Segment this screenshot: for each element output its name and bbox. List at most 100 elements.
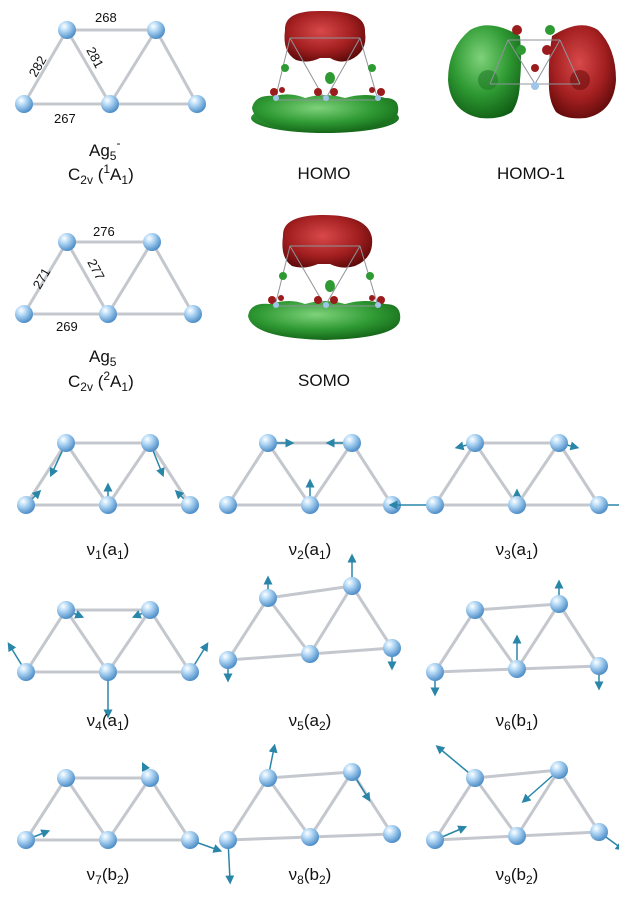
atom bbox=[426, 663, 444, 681]
atom bbox=[219, 831, 237, 849]
bond bbox=[515, 830, 601, 838]
bond bbox=[515, 441, 561, 507]
bond bbox=[350, 441, 394, 507]
bond bbox=[24, 608, 68, 674]
bond bbox=[24, 441, 68, 507]
bond bbox=[308, 832, 394, 839]
mode-label: ν3(a1) bbox=[496, 540, 539, 562]
bond-length-bottom: 267 bbox=[54, 111, 76, 126]
mode-label: ν5(a2) bbox=[289, 711, 332, 733]
mode-panel: ν6(b1) bbox=[426, 579, 608, 733]
atom bbox=[301, 645, 319, 663]
atom bbox=[99, 305, 117, 323]
bond bbox=[226, 776, 270, 842]
bond bbox=[266, 770, 354, 780]
bond bbox=[226, 835, 312, 842]
atom bbox=[17, 831, 35, 849]
atom bbox=[343, 763, 361, 781]
bond bbox=[350, 584, 394, 650]
bond bbox=[266, 776, 312, 839]
mode-label: ν2(a1) bbox=[289, 540, 332, 562]
orbital-somo: SOMO bbox=[248, 214, 401, 390]
orbital-homo-1: HOMO-1 bbox=[448, 25, 616, 183]
bond bbox=[473, 441, 519, 507]
mode-label: ν1(a1) bbox=[87, 540, 130, 562]
atom bbox=[508, 496, 526, 514]
atom bbox=[99, 831, 117, 849]
bond bbox=[515, 664, 601, 671]
bond bbox=[106, 441, 152, 507]
atom bbox=[590, 657, 608, 675]
mode-panel: ν1(a1) bbox=[17, 434, 199, 562]
atom bbox=[181, 663, 199, 681]
atom bbox=[99, 496, 117, 514]
atom bbox=[508, 660, 526, 678]
atom bbox=[301, 496, 319, 514]
mode-panel: ν4(a1) bbox=[7, 601, 209, 733]
atom bbox=[99, 663, 117, 681]
atom bbox=[101, 95, 119, 113]
atom bbox=[259, 434, 277, 452]
bond bbox=[148, 776, 192, 842]
atom bbox=[141, 434, 159, 452]
atom bbox=[466, 601, 484, 619]
bond bbox=[433, 608, 477, 674]
atom bbox=[57, 601, 75, 619]
atom bbox=[590, 823, 608, 841]
bond bbox=[266, 596, 312, 656]
atom bbox=[15, 95, 33, 113]
bond bbox=[308, 441, 354, 507]
mode-panel: ν5(a2) bbox=[219, 553, 401, 733]
orbital-label-somo: SOMO bbox=[298, 371, 350, 390]
bond bbox=[433, 776, 477, 842]
bond bbox=[473, 776, 519, 838]
atom bbox=[259, 769, 277, 787]
atom bbox=[141, 601, 159, 619]
bond bbox=[64, 776, 110, 842]
mode-label: ν8(b2) bbox=[289, 865, 332, 887]
formula: Ag5 bbox=[89, 347, 117, 369]
atom bbox=[590, 496, 608, 514]
atom bbox=[15, 305, 33, 323]
mode-label: ν6(b1) bbox=[496, 711, 539, 733]
mode-label: ν9(b2) bbox=[496, 865, 539, 887]
bond bbox=[308, 584, 354, 656]
atom bbox=[508, 827, 526, 845]
bond bbox=[557, 441, 601, 507]
atom bbox=[147, 21, 165, 39]
bond bbox=[308, 646, 394, 656]
bond bbox=[266, 441, 312, 507]
atom bbox=[383, 639, 401, 657]
vibrational-modes: ν1(a1) ν2(a1) ν3(a1) ν4(a1) ν5(a2) ν6(b1) ν7(b… bbox=[7, 434, 619, 887]
mode-panel: ν9(b2) bbox=[426, 745, 619, 887]
bond bbox=[308, 770, 354, 839]
atom bbox=[426, 496, 444, 514]
atom bbox=[259, 589, 277, 607]
bond bbox=[473, 602, 561, 612]
mode-panel: ν2(a1) bbox=[219, 434, 401, 562]
atom bbox=[219, 651, 237, 669]
mode-panel: ν3(a1) bbox=[388, 434, 619, 562]
atom bbox=[550, 434, 568, 452]
orbital-homo: HOMO bbox=[251, 10, 399, 183]
mode-panel: ν7(b2) bbox=[17, 761, 223, 887]
atom bbox=[426, 831, 444, 849]
atom bbox=[301, 828, 319, 846]
bond bbox=[148, 441, 192, 507]
atom bbox=[17, 663, 35, 681]
bond bbox=[557, 768, 601, 834]
bond bbox=[473, 768, 561, 780]
atom bbox=[550, 595, 568, 613]
atom bbox=[17, 496, 35, 514]
bond bbox=[106, 776, 152, 842]
atom bbox=[219, 496, 237, 514]
bond bbox=[557, 602, 601, 668]
bond bbox=[433, 441, 477, 507]
atom bbox=[57, 769, 75, 787]
atom bbox=[58, 21, 76, 39]
bond bbox=[24, 776, 68, 842]
bond-length-left: 282 bbox=[26, 53, 50, 79]
bond bbox=[515, 602, 561, 671]
structure-anion: 268 282 281 267 Ag5- C2v (1A1) bbox=[15, 10, 206, 187]
